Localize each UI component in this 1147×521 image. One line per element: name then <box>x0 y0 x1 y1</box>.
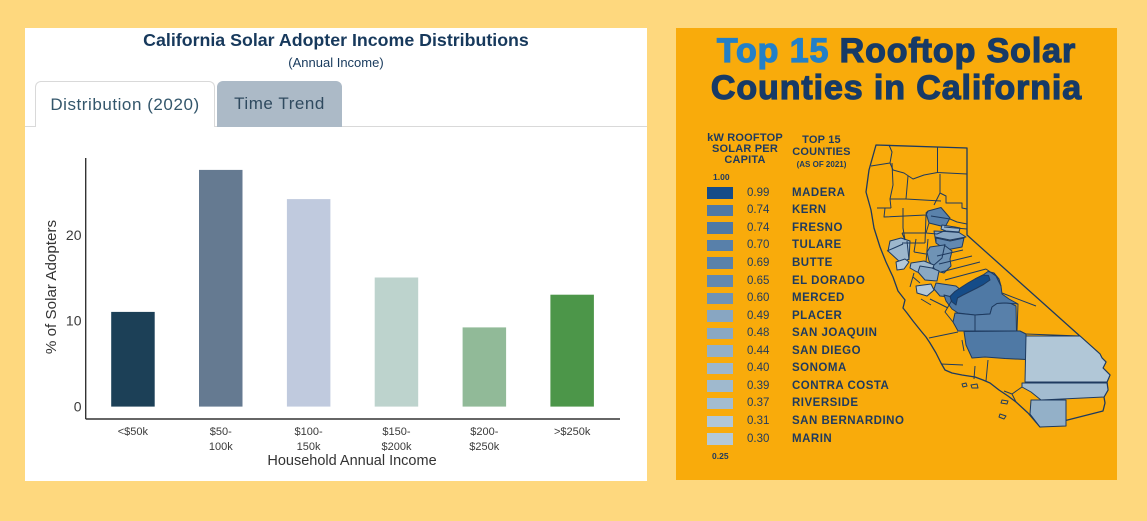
svg-text:>$250k: >$250k <box>554 426 591 438</box>
svg-text:$100-: $100- <box>295 426 323 438</box>
svg-text:$50-: $50- <box>210 426 232 438</box>
svg-text:10: 10 <box>66 313 82 329</box>
svg-text:% of Solar Adopters: % of Solar Adopters <box>43 219 60 354</box>
svg-text:20: 20 <box>66 227 82 243</box>
svg-text:150k: 150k <box>297 441 321 453</box>
svg-text:100k: 100k <box>209 441 233 453</box>
svg-text:$250k: $250k <box>469 441 499 453</box>
svg-text:Household Annual Income: Household Annual Income <box>267 453 436 469</box>
svg-text:$200-: $200- <box>470 426 498 438</box>
svg-text:$200k: $200k <box>382 441 412 453</box>
svg-text:$150-: $150- <box>382 426 410 438</box>
svg-text:0: 0 <box>74 399 82 415</box>
svg-text:<$50k: <$50k <box>118 426 149 438</box>
